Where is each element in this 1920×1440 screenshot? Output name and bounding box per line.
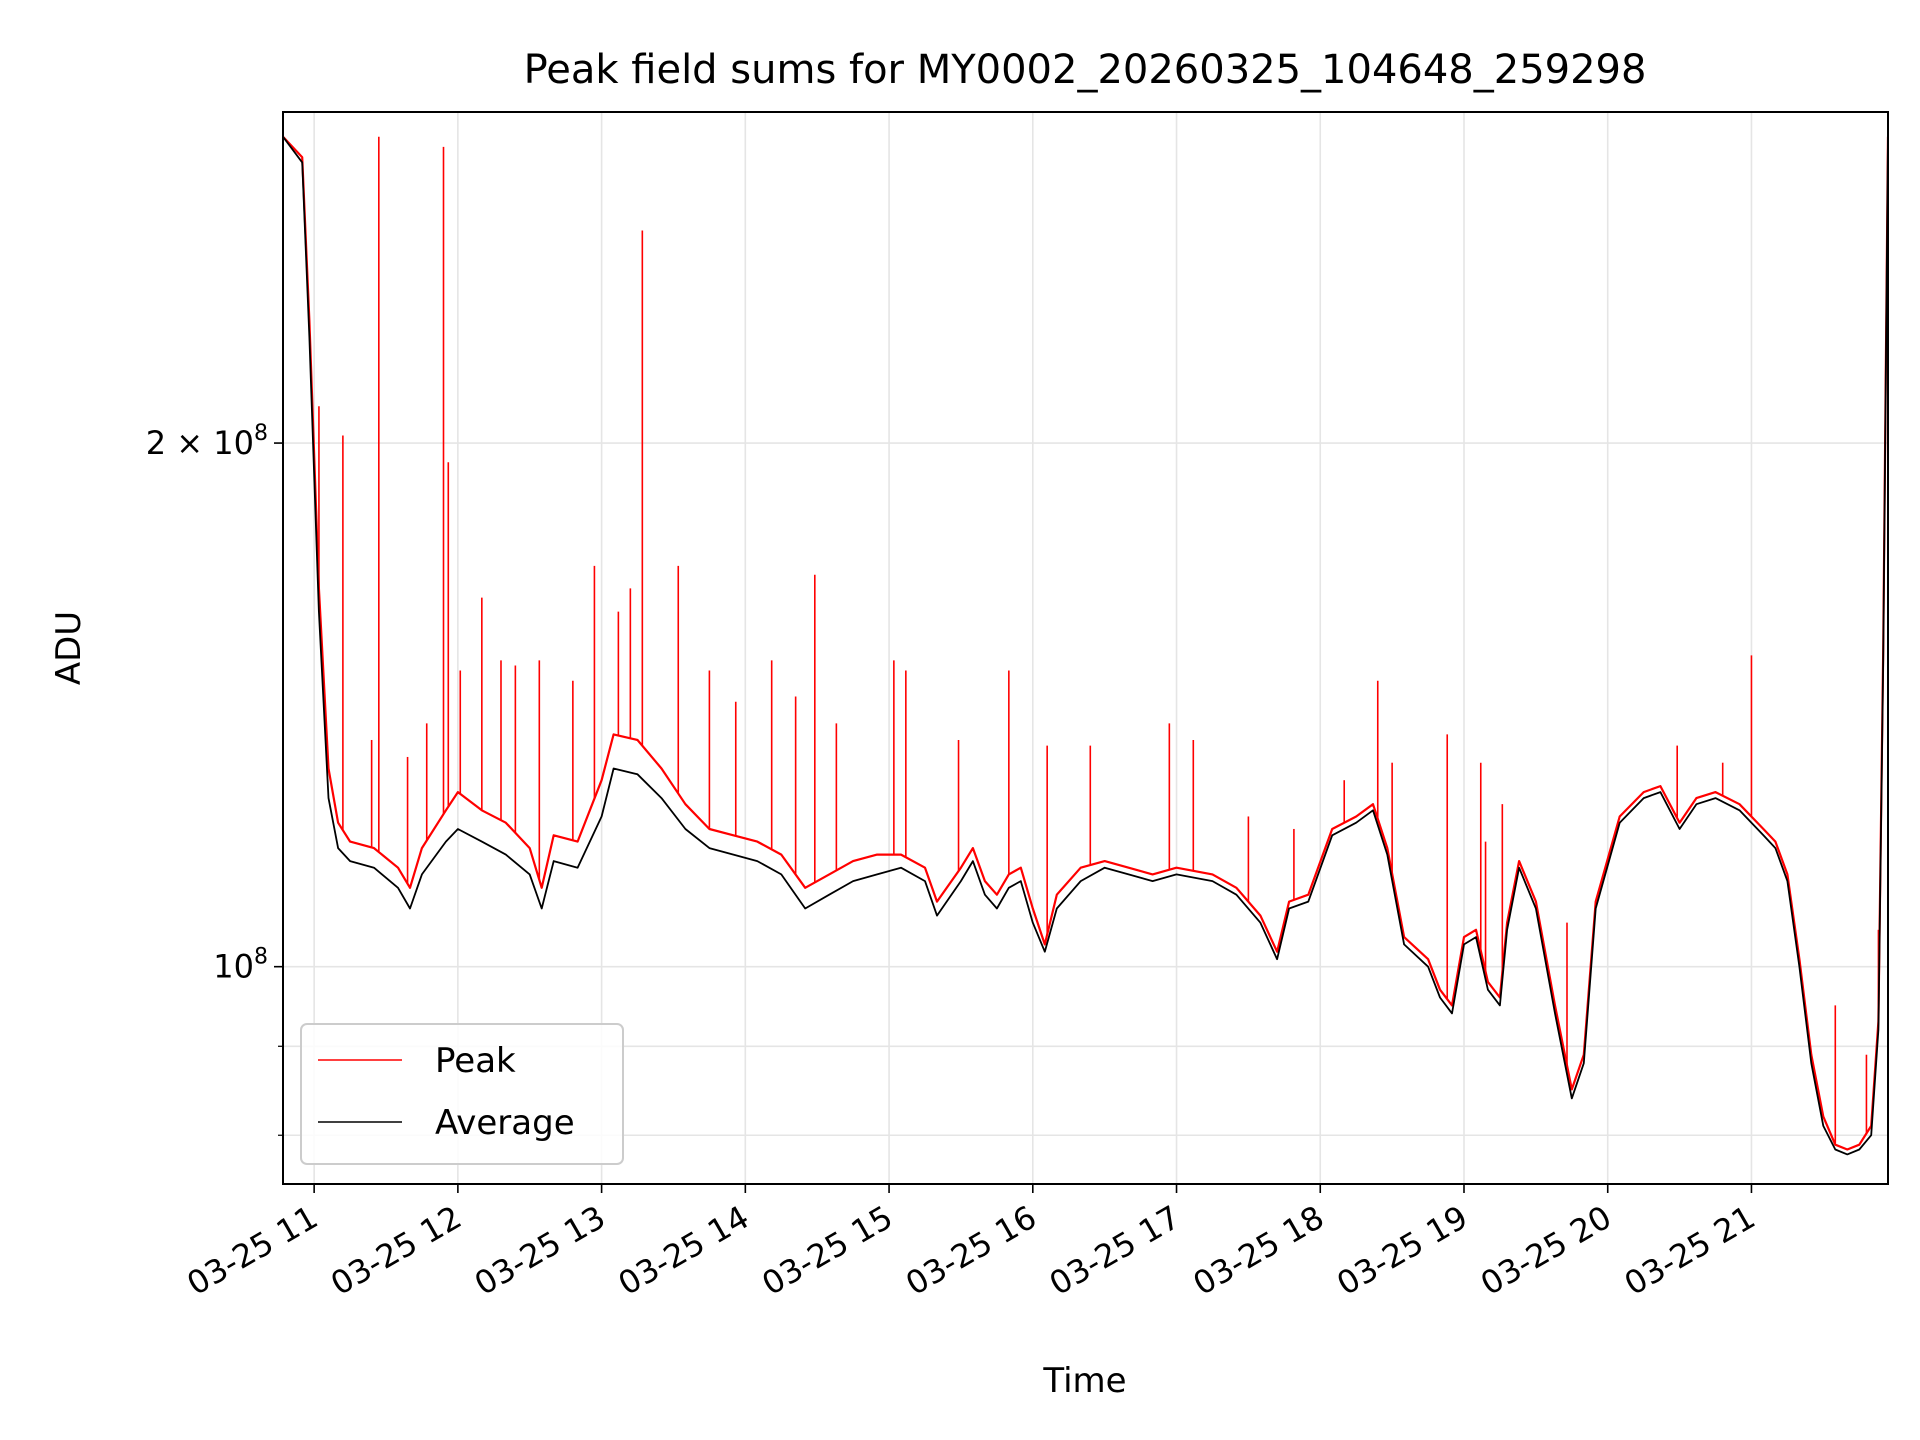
series-line-average	[283, 136, 1888, 1156]
x-axis-label: Time	[1042, 1361, 1126, 1401]
grid	[283, 112, 1888, 1184]
legend: Peak Average	[300, 1023, 624, 1165]
legend-average-label: Average	[435, 1103, 575, 1143]
chart-title: Peak field sums for MY0002_20260325_1046…	[524, 47, 1647, 93]
y-axis-ticks: 2 × 108 108	[146, 421, 283, 1136]
y-tick-label: 2 × 108	[146, 421, 268, 462]
y-tick-label: 108	[213, 945, 268, 986]
series-line-peak	[283, 136, 1888, 1151]
y-axis-label: ADU	[49, 611, 89, 685]
legend-peak-label: Peak	[435, 1041, 516, 1081]
plot-frame	[282, 111, 1889, 1185]
series-layer	[283, 136, 1888, 1156]
legend-box	[300, 1023, 624, 1165]
